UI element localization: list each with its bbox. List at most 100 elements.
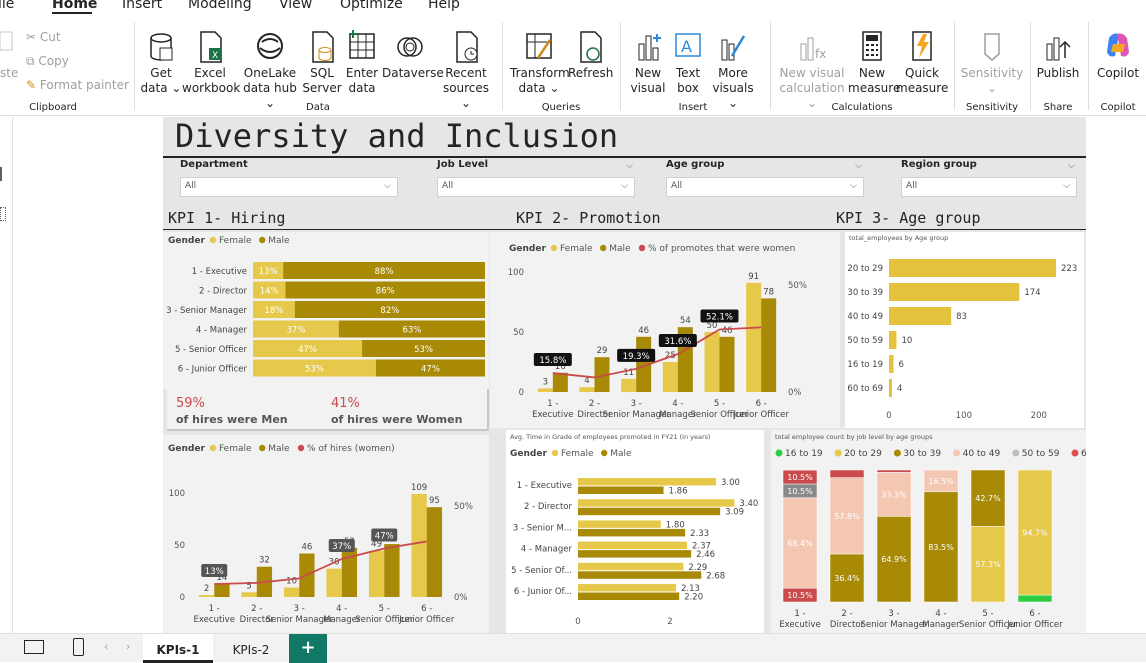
group-label-sensitivity: Sensitivity	[965, 102, 1019, 113]
hiring-summary-card[interactable]: 59% of hires were Men 41% of hires were …	[167, 389, 489, 431]
slicer-job-level[interactable]: Job Level ⌵ All ⌵	[437, 159, 635, 199]
menu-help[interactable]: Help	[428, 0, 460, 12]
menu-modeling[interactable]: Modeling	[188, 0, 252, 12]
menu-insert[interactable]: Insert	[122, 0, 163, 12]
slicer-age-group-dropdown[interactable]: All ⌵	[666, 177, 864, 197]
menu-view[interactable]: View	[279, 0, 313, 12]
tab-kpis-2[interactable]: KPIs-2	[232, 643, 270, 657]
category-label: 3 - Senior M...	[513, 523, 572, 533]
x-tick: 100	[956, 411, 972, 421]
line-data-label: 13%	[205, 567, 224, 577]
more-visuals-button[interactable]: More visuals ⌄	[706, 30, 760, 111]
excel-icon: X	[200, 31, 222, 63]
data-label: 10.5%	[787, 591, 813, 600]
slicer-age-group[interactable]: Age group ⌵ All ⌵	[666, 159, 864, 199]
avg-time-panel[interactable]: Avg. Time in Grade of employees promoted…	[506, 430, 764, 633]
line-data-label-box	[617, 348, 656, 362]
table-view-icon[interactable]	[0, 207, 6, 221]
desktop-layout-icon[interactable]	[24, 640, 44, 654]
enter-data-button[interactable]: Enter data	[342, 30, 382, 96]
slicer-region-group[interactable]: Region group ⌵ All ⌵	[901, 159, 1077, 199]
category-label: 2 - Director	[524, 502, 573, 512]
hiring-pct-panel[interactable]: Gender Female Male 1 - Executive 13% 88% 2 - D…	[163, 232, 489, 389]
bar	[889, 283, 1020, 301]
bar-male	[578, 486, 664, 494]
format-painter-button[interactable]: ✎ Format painter	[26, 78, 129, 92]
slicer-department-dropdown[interactable]: All ⌵	[180, 177, 398, 197]
data-label: 33.3%	[881, 490, 907, 499]
title-divider	[163, 156, 1086, 158]
copy-button[interactable]: ⧉ Copy	[26, 54, 69, 69]
new-visual-label-1: New	[634, 66, 662, 80]
legend-marker	[297, 444, 305, 452]
recent-sources-button[interactable]: Recent sources ⌄	[438, 30, 494, 111]
chevron-down-icon: ⌵	[855, 161, 862, 171]
line-series	[214, 540, 427, 585]
sql-server-button[interactable]: SQL Server	[302, 30, 342, 96]
data-label: 2.68	[706, 571, 725, 581]
data-label: 3	[543, 377, 548, 387]
chevron-down-icon: ⌵	[621, 181, 628, 191]
menu-file[interactable]: ile	[0, 0, 15, 12]
data-label: 109	[411, 483, 427, 493]
x-tick: 2	[667, 617, 672, 627]
excel-workbook-button[interactable]: X Excel workbook	[182, 30, 240, 96]
tab-kpis-1[interactable]: KPIs-1	[143, 634, 213, 663]
more-visuals-label-1: More	[718, 66, 748, 80]
promotion-chart: Gender Female Male % of promotes that were …	[508, 244, 807, 420]
category-label: 4 - Manager	[196, 326, 248, 336]
transform-data-button[interactable]: Transform data ⌄	[510, 30, 570, 96]
sensitivity-button[interactable]: Sensitivity ⌄	[958, 30, 1026, 96]
data-label: 16.5%	[928, 477, 954, 486]
dataverse-button[interactable]: Dataverse	[382, 30, 444, 81]
page-tabs-bar: ‹ › KPIs-1 KPIs-2 +	[0, 633, 1146, 663]
get-data-label-1: Get	[150, 66, 172, 80]
legend-marker	[1012, 449, 1020, 457]
report-view-icon[interactable]	[0, 167, 4, 181]
scroll-left-icon[interactable]: ‹	[104, 640, 109, 653]
text-box-label-1: Text	[675, 66, 701, 80]
promotion-panel[interactable]: Gender Female Male % of promotes that were …	[490, 232, 840, 428]
add-page-button[interactable]: +	[289, 634, 327, 663]
format-painter-label: Format painter	[39, 78, 129, 92]
data-label: 53%	[414, 345, 433, 355]
get-data-button[interactable]: Get data ⌄	[140, 30, 182, 96]
quick-measure-button[interactable]: Quick measure	[896, 30, 948, 96]
category-label: 3 -	[631, 399, 642, 409]
new-measure-label-2: measure	[848, 81, 901, 95]
slicer-region-group-dropdown[interactable]: All ⌵	[901, 177, 1077, 197]
recent-label-2: sources ⌄	[442, 81, 490, 110]
menu-home[interactable]: Home	[52, 0, 98, 12]
scroll-right-icon[interactable]: ›	[126, 640, 131, 653]
cut-button[interactable]: ✂ Cut	[26, 30, 61, 44]
line-data-label: 52.1%	[706, 313, 733, 323]
data-label: 14%	[260, 287, 279, 297]
stacked-segment	[829, 469, 865, 478]
legend-marker	[551, 449, 559, 457]
new-visual-label-2: visual	[630, 81, 666, 95]
menu-optimize[interactable]: Optimize	[340, 0, 403, 12]
chevron-down-icon: ⌵	[384, 181, 391, 191]
slicer-department[interactable]: Department All ⌵	[180, 159, 398, 199]
group-label-calculations: Calculations	[831, 102, 893, 113]
publish-button[interactable]: Publish	[1034, 30, 1082, 81]
new-visual-button[interactable]: New visual	[626, 30, 670, 96]
data-label: 2.37	[692, 542, 711, 552]
new-visual-calculation-button[interactable]: fx New visual calculation ⌄	[776, 30, 848, 111]
refresh-button[interactable]: Refresh	[568, 30, 613, 81]
age-by-level-panel[interactable]: total employee count by job level by age…	[771, 430, 1086, 633]
bar-female	[253, 262, 284, 279]
category-label: Senior Officer	[959, 620, 1018, 630]
visual-calc-label-2: calculation ⌄	[779, 81, 845, 110]
new-measure-button[interactable]: New measure	[848, 30, 900, 96]
hires-count-panel[interactable]: Gender Female Male% of hires (women) 100 50 0…	[163, 435, 489, 633]
mobile-layout-icon[interactable]	[73, 638, 84, 656]
slicer-job-level-dropdown[interactable]: All ⌵	[437, 177, 635, 197]
copilot-button[interactable]: Copilot	[1092, 30, 1144, 81]
men-hire-pct: 59%	[176, 396, 205, 411]
onelake-button[interactable]: OneLake data hub ⌄	[240, 30, 300, 111]
category-label: 4 -	[672, 399, 683, 409]
text-box-button[interactable]: A Text box	[670, 30, 706, 96]
paste-button[interactable]	[0, 30, 20, 70]
age-group-panel[interactable]: total_employees by Age group 20 to 29 223 3…	[845, 232, 1084, 428]
